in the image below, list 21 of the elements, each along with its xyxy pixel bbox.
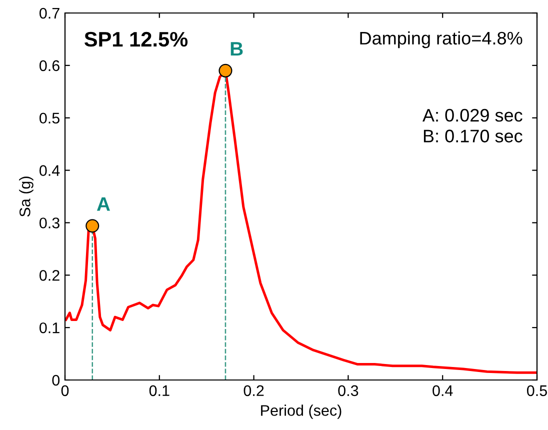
text: SP1 12.5% (84, 32, 188, 47)
annotation: Damping ratio=4.8% (360, 31, 522, 48)
x-tick-label: 0.4 (432, 385, 453, 396)
x-axis-title: Period (sec) (261, 404, 342, 419)
annotation: A (96, 197, 110, 211)
y-tick-label: 0.3 (40, 218, 60, 228)
y-axis-title: Sa (g) (19, 176, 34, 217)
x-tick-label: 0.1 (149, 385, 170, 396)
y-tick-label: 0.7 (40, 8, 60, 19)
x-tick-label: 0.2 (244, 385, 264, 396)
x-tick-label: 0.5 (526, 385, 547, 396)
annotation: B (230, 42, 243, 56)
x-tick-label: 0.3 (338, 385, 358, 396)
y-tick-label: 0.4 (40, 165, 60, 176)
y-tick-label: 0.1 (40, 322, 60, 334)
y-tick-label: 0.5 (40, 112, 60, 124)
y-tick-label: 0.2 (40, 270, 60, 281)
annotation: A: 0.029 sec B: 0.170 sec (422, 108, 522, 142)
y-tick-label: 0 (52, 374, 60, 386)
y-tick-label: 0.6 (40, 60, 60, 72)
x-tick-label: 0 (61, 385, 69, 396)
